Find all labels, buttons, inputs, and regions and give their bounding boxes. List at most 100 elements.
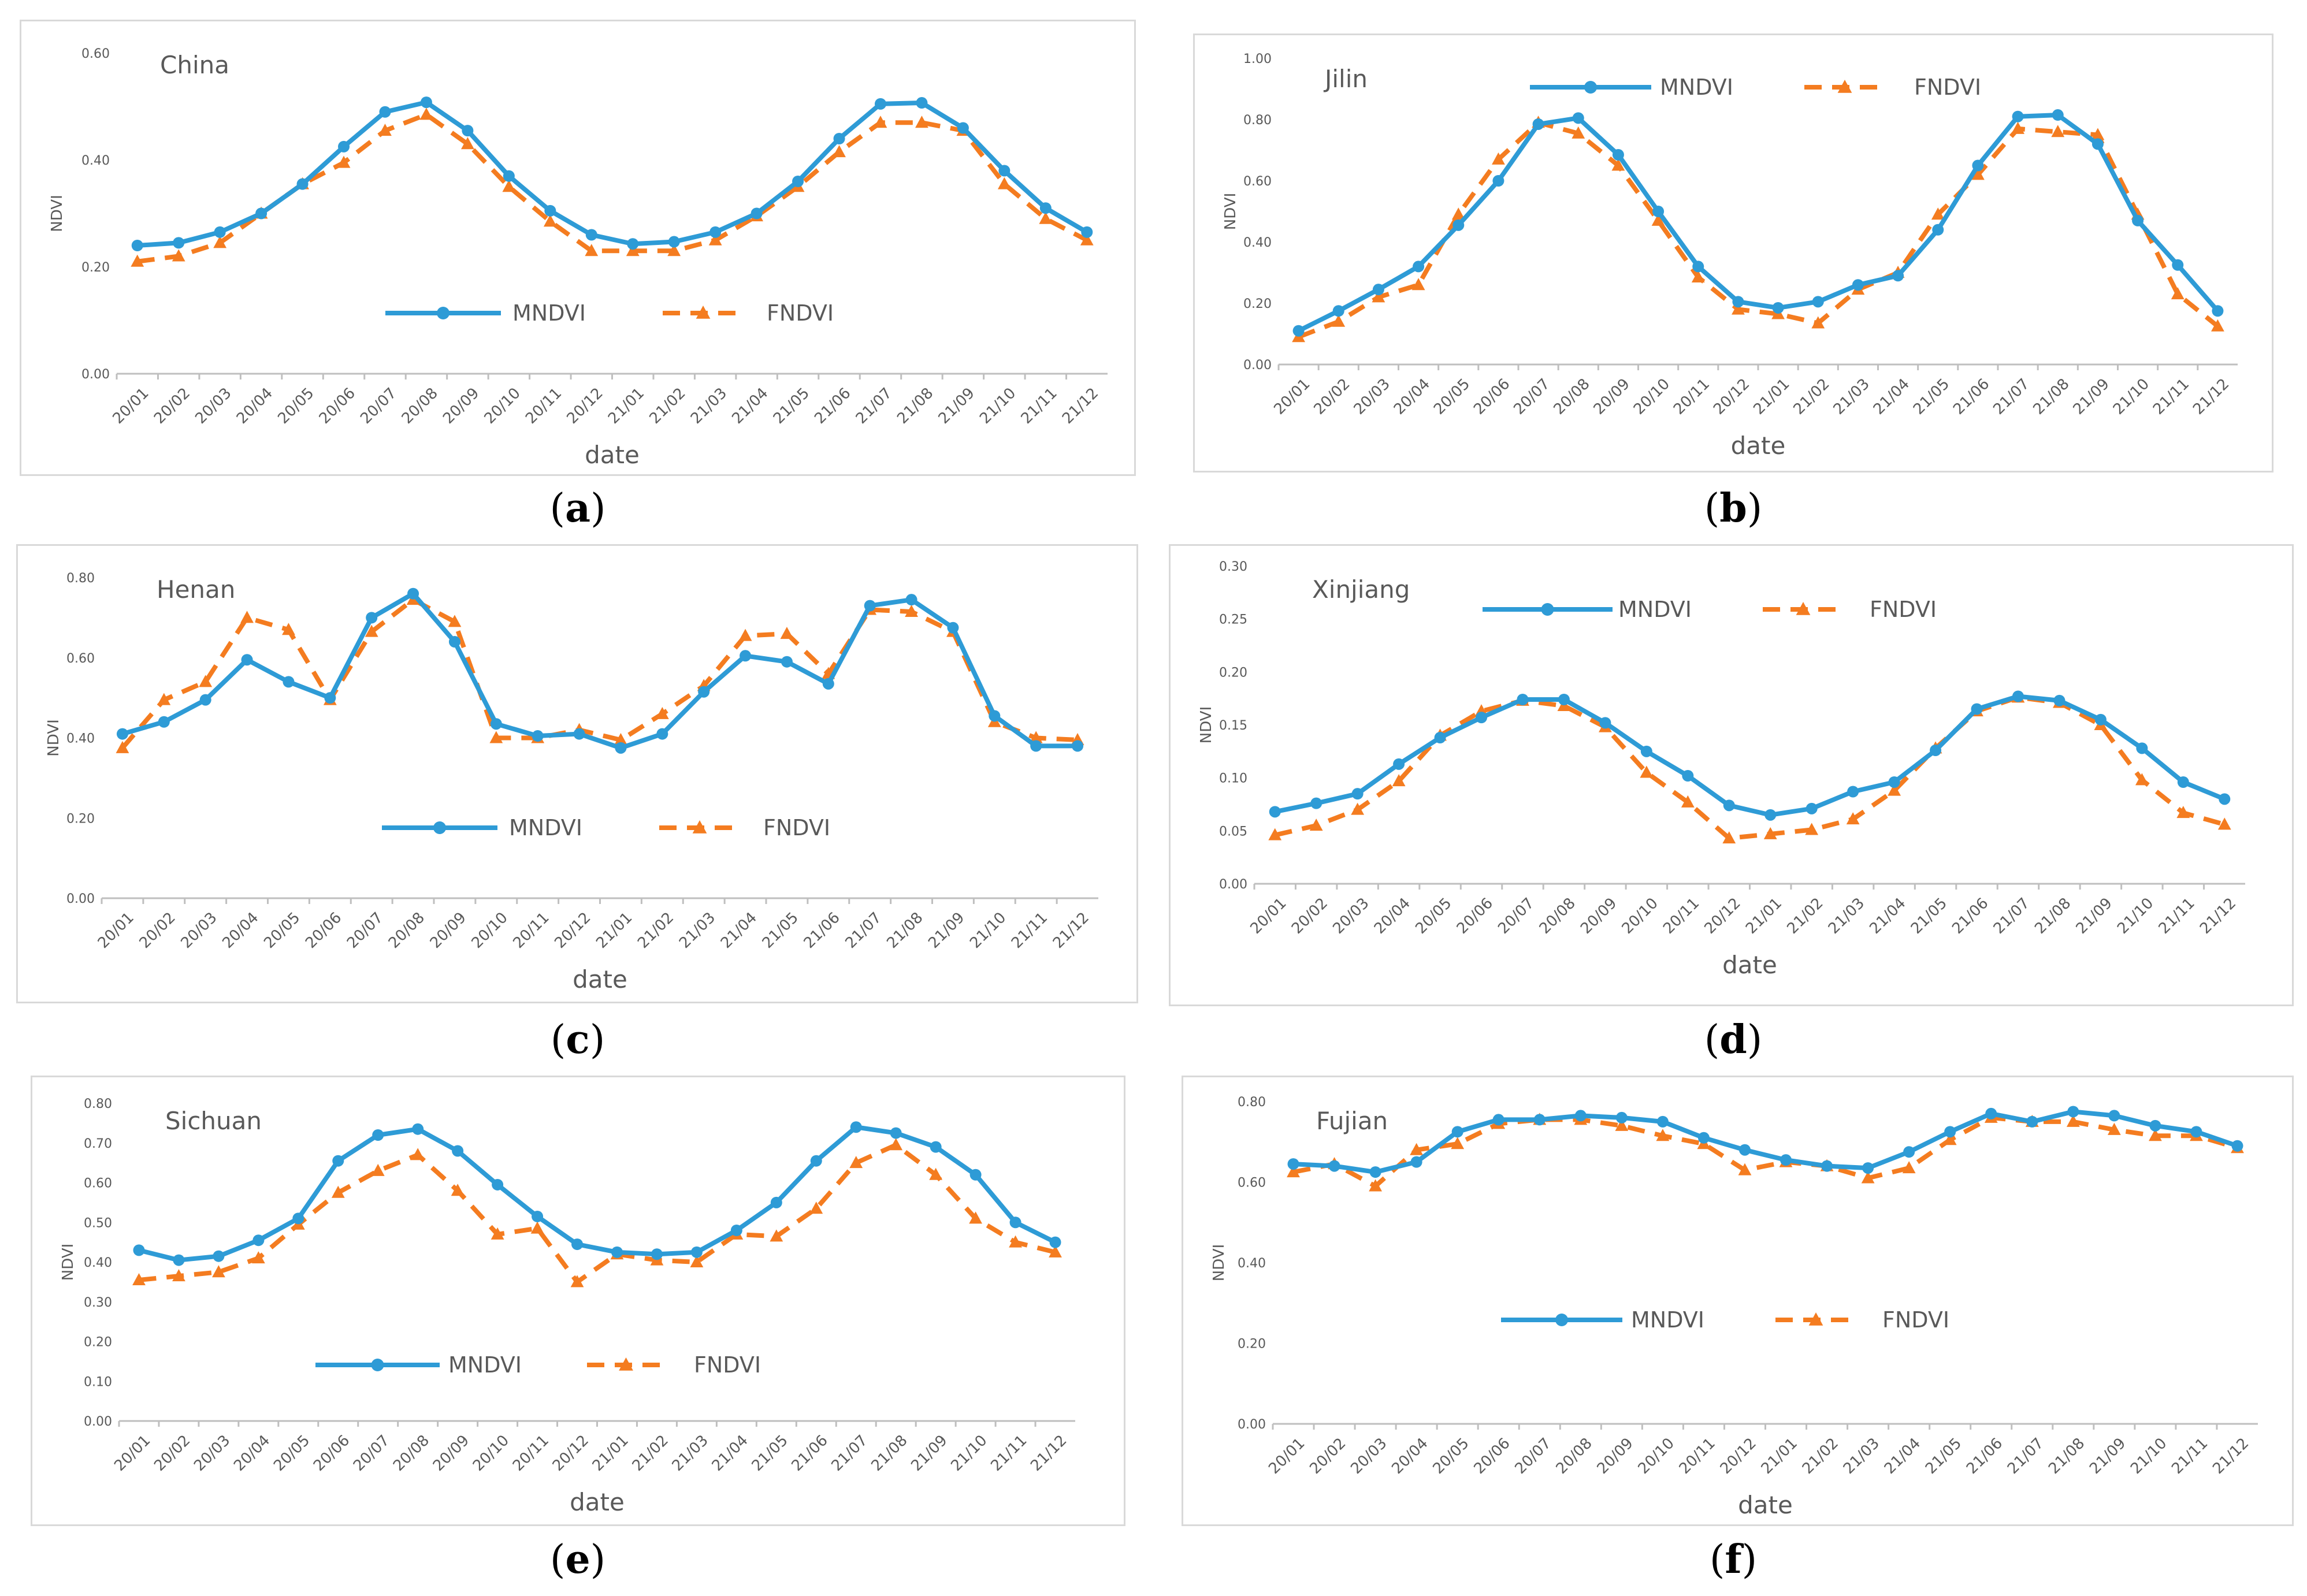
y-tick-label: 0.25 (1219, 613, 1247, 627)
x-tick-label: 21/10 (967, 909, 1009, 952)
chart-title: Jilin (1323, 65, 1368, 93)
y-axis-label: NDVI (1210, 1244, 1228, 1281)
mndvi-point (585, 229, 597, 241)
fndvi-point (2148, 1129, 2162, 1141)
fndvi-point (543, 214, 557, 227)
mndvi-point (1599, 717, 1611, 729)
fndvi-point (1943, 1133, 1957, 1145)
mndvi-point (1930, 745, 1942, 756)
legend-mndvi-marker (1541, 603, 1554, 616)
fndvi-point (1805, 823, 1819, 835)
y-tick-label: 0.20 (1243, 297, 1272, 311)
x-tick-label: 21/02 (1784, 895, 1826, 937)
mndvi-point (2149, 1119, 2161, 1132)
mndvi-point (241, 654, 253, 666)
mndvi-point (1558, 694, 1570, 705)
x-tick-label: 21/08 (868, 1432, 911, 1475)
x-tick-label: 20/07 (357, 385, 400, 427)
x-tick-label: 21/01 (593, 909, 636, 952)
mndvi-point (1410, 1156, 1422, 1168)
chart-panel-xinjiang: 0.00 0.05 0.10 0.15 0.20 0.25 0.30 20/01 20/02 20… (1169, 544, 2294, 1006)
mndvi-point (1944, 1126, 1956, 1138)
x-tick-label: 20/09 (440, 385, 482, 427)
x-tick-label: 21/03 (1825, 895, 1868, 937)
x-tick-label: 21/11 (2168, 1435, 2211, 1478)
y-tick-label: 0.40 (1238, 1256, 1266, 1271)
x-tick-label: 20/07 (344, 909, 387, 952)
x-tick-label: 20/01 (1265, 1435, 1308, 1478)
fndvi-point (1287, 1165, 1300, 1178)
x-tick-label: 20/08 (1553, 1435, 1596, 1478)
y-tick-label: 0.00 (81, 367, 110, 382)
fndvi-line (1274, 695, 2226, 841)
y-tick-label: 0.10 (84, 1375, 112, 1389)
x-tick-label: 20/06 (1454, 895, 1496, 937)
mndvi-point (296, 178, 309, 190)
fndvi-point (614, 732, 627, 745)
x-tick-label: 21/02 (629, 1432, 672, 1475)
x-tick-label: 21/10 (948, 1432, 990, 1475)
mndvi-point (173, 1254, 185, 1266)
x-tick-label: 21/04 (1870, 375, 1913, 418)
legend-fndvi-marker (696, 306, 711, 319)
x-tick-label: 21/11 (2156, 895, 2198, 937)
x-tick-label: 21/10 (2110, 375, 2153, 418)
fndvi-point (915, 116, 928, 128)
mndvi-point (116, 728, 128, 740)
mndvi-point (1492, 1114, 1504, 1126)
y-tick-label: 0.80 (84, 1097, 112, 1111)
mndvi-point (1372, 284, 1384, 296)
mndvi-point (1862, 1162, 1874, 1174)
mndvi-point (213, 1250, 225, 1262)
fndvi-point (1846, 812, 1860, 825)
x-tick-label: 20/04 (231, 1432, 273, 1475)
x-tick-label: 21/10 (976, 385, 1019, 427)
x-tick-label: 21/08 (2030, 375, 2073, 418)
mndvi-point (2190, 1126, 2202, 1138)
mndvi-point (627, 238, 639, 250)
mndvi-point (864, 600, 876, 612)
x-tick-label: 21/12 (1059, 385, 1102, 427)
mndvi-point (2012, 690, 2024, 702)
x-tick-label: 20/12 (1710, 375, 1753, 418)
x-tick-label: 21/01 (589, 1432, 632, 1475)
chart-panel-jilin: 0.00 0.20 0.40 0.60 0.80 1.00 20/01 20/02 20/03 2… (1193, 34, 2273, 473)
chart-title: Fujian (1316, 1107, 1388, 1135)
x-tick-label: 21/11 (1008, 909, 1051, 952)
fndvi-point (1656, 1129, 1670, 1141)
mndvi-point (131, 240, 143, 251)
mndvi-point (1269, 806, 1281, 818)
fndvi-point (738, 628, 752, 641)
mndvi-point (2053, 694, 2065, 706)
x-tick-label: 20/05 (261, 909, 303, 952)
legend-fndvi-marker (1796, 602, 1811, 615)
fndvi-point (626, 244, 640, 256)
x-tick-label: 21/12 (2197, 895, 2239, 937)
mndvi-point (822, 678, 834, 690)
x-tick-label: 20/09 (1577, 895, 1620, 937)
legend-mndvi-label: MNDVI (512, 300, 586, 326)
fndvi-point (708, 233, 722, 245)
fndvi-point (502, 180, 516, 192)
mndvi-point (957, 122, 969, 134)
fndvi-point (667, 244, 681, 256)
fndvi-point (411, 1148, 425, 1160)
x-tick-label: 21/05 (749, 1432, 792, 1475)
legend-fndvi-marker (1837, 80, 1852, 93)
mndvi-point (292, 1212, 304, 1225)
x-tick-label: 20/03 (192, 385, 235, 427)
x-tick-label: 20/05 (274, 385, 317, 427)
mndvi-point (781, 656, 793, 668)
mndvi-point (810, 1155, 822, 1167)
x-tick-label: 20/02 (1311, 375, 1354, 418)
mndvi-point (1310, 797, 1322, 809)
fndvi-point (365, 624, 378, 637)
fndvi-point (132, 1273, 146, 1285)
mndvi-point (283, 676, 295, 688)
x-tick-label: 20/02 (1288, 895, 1331, 937)
fndvi-point (371, 1163, 385, 1176)
x-tick-label: 21/09 (2070, 375, 2113, 418)
mndvi-point (890, 1127, 902, 1139)
mndvi-point (656, 728, 668, 740)
fndvi-point (1049, 1245, 1062, 1258)
